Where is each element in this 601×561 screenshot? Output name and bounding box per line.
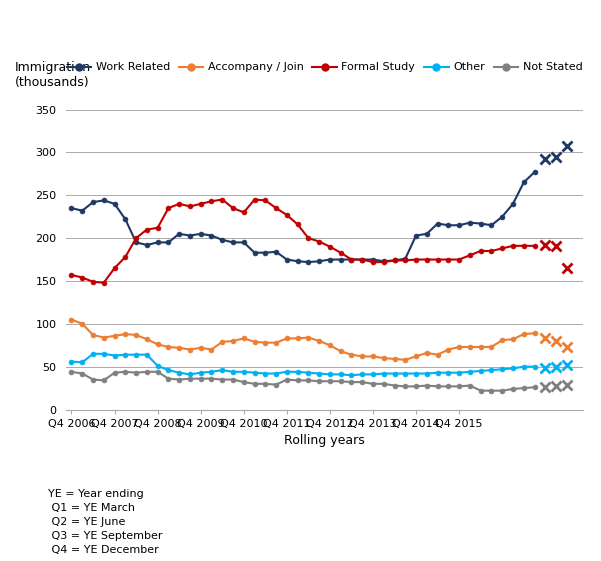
- Text: YE = Year ending
 Q1 = YE March
 Q2 = YE June
 Q3 = YE September
 Q4 = YE Decemb: YE = Year ending Q1 = YE March Q2 = YE J…: [48, 489, 163, 555]
- X-axis label: Rolling years: Rolling years: [284, 434, 365, 447]
- Legend: Work Related, Accompany / Join, Formal Study, Other, Not Stated: Work Related, Accompany / Join, Formal S…: [63, 58, 587, 77]
- Text: Immigration
(thousands): Immigration (thousands): [14, 61, 91, 89]
